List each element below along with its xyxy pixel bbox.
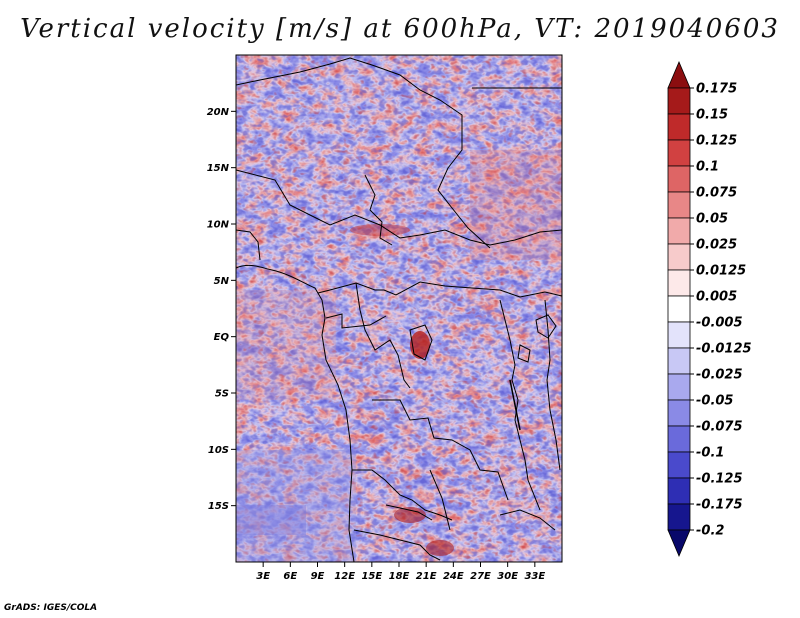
colorbar-level-label: -0.2 — [696, 524, 724, 539]
lat-tick-label: 20N — [207, 107, 230, 118]
lon-tick-label: 27E — [470, 571, 491, 582]
lat-tick-label: 5N — [214, 276, 230, 287]
colorbar-level-label: 0.1 — [696, 160, 719, 175]
colorbar-bin — [667, 373, 691, 401]
colorbar-level-label: -0.05 — [696, 394, 733, 409]
lon-tick-label: 12E — [334, 571, 355, 582]
lat-tick-label: 10S — [208, 445, 229, 456]
latitude-axis: 20N 15N 10N 5N EQ 5S 10S 15S — [207, 107, 236, 512]
colorbar-bin — [667, 399, 691, 427]
colorbar-bin — [667, 243, 691, 271]
lon-tick-label: 9E — [311, 571, 325, 582]
colorbar-bin — [667, 321, 691, 349]
lat-tick-label: EQ — [214, 332, 230, 343]
colorbar-bin — [667, 217, 691, 245]
colorbar: 0.175 0.15 0.125 0.1 0.075 0.05 0.025 0.0125 0.0… — [667, 60, 752, 558]
colorbar-bin — [667, 477, 691, 505]
colorbar-bin — [667, 139, 691, 167]
lon-tick-label: 30E — [497, 571, 518, 582]
colorbar-bin — [667, 165, 691, 193]
grads-credit: GrADS: IGES/COLA — [4, 603, 98, 613]
colorbar-level-label: -0.025 — [696, 368, 743, 383]
colorbar-level-label: -0.0125 — [696, 342, 752, 357]
lon-tick-label: 15E — [361, 571, 382, 582]
chart-title: Vertical velocity [m/s] at 600hPa, VT: 2… — [20, 14, 780, 44]
colorbar-bin — [667, 529, 691, 558]
colorbar-level-label: -0.125 — [696, 472, 743, 487]
colorbar-bin — [667, 87, 691, 115]
colorbar-level-label: 0.125 — [696, 134, 737, 149]
colorbar-bin — [667, 451, 691, 479]
lon-tick-label: 3E — [256, 571, 270, 582]
lat-tick-label: 15N — [207, 163, 230, 174]
lon-tick-label: 21E — [416, 571, 437, 582]
colorbar-level-label: -0.005 — [696, 316, 743, 331]
colorbar-level-label: -0.075 — [696, 420, 743, 435]
colorbar-bin — [667, 60, 691, 89]
longitude-axis: 3E 6E 9E 12E 15E 18E 21E 24E 27E 30E 33E — [256, 562, 545, 582]
lat-tick-label: 15S — [208, 501, 229, 512]
lon-tick-label: 33E — [524, 571, 545, 582]
colorbar-level-label: 0.0125 — [696, 264, 746, 279]
colorbar-level-label: -0.1 — [696, 446, 724, 461]
map-boundaries — [236, 57, 562, 562]
lat-tick-label: 5S — [215, 389, 229, 400]
colorbar-bin — [667, 113, 691, 141]
colorbar-bin — [667, 425, 691, 453]
colorbar-bin — [667, 295, 691, 323]
lon-tick-label: 24E — [443, 571, 464, 582]
colorbar-level-label: 0.075 — [696, 186, 737, 201]
colorbar-level-label: 0.15 — [696, 108, 728, 123]
lat-tick-label: 10N — [207, 220, 230, 231]
colorbar-level-label: -0.175 — [696, 498, 743, 513]
colorbar-level-label: 0.005 — [696, 290, 737, 305]
colorbar-bin — [667, 191, 691, 219]
colorbar-bin — [667, 503, 691, 531]
lon-tick-label: 18E — [389, 571, 410, 582]
colorbar-bin — [667, 269, 691, 297]
vertical-velocity-field — [236, 55, 562, 562]
lon-tick-label: 6E — [283, 571, 297, 582]
colorbar-level-label: 0.175 — [696, 82, 737, 97]
colorbar-level-label: 0.025 — [696, 238, 737, 253]
colorbar-level-label: 0.05 — [696, 212, 728, 227]
colorbar-bin — [667, 347, 691, 375]
